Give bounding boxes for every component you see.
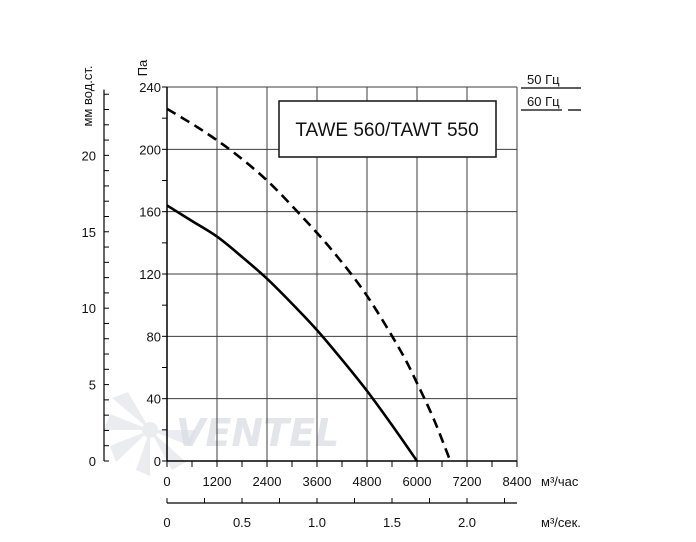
ventel-watermark: VENTEL bbox=[104, 392, 339, 476]
y-tick-label: 120 bbox=[139, 267, 161, 282]
x2-axis-label: м³/сек. bbox=[541, 515, 581, 530]
x-tick-label: 4800 bbox=[353, 474, 382, 489]
title-box: TAWE 560/TAWT 550 bbox=[278, 100, 497, 158]
chart-title: TAWE 560/TAWT 550 bbox=[295, 120, 478, 141]
y2-tick-label: 20 bbox=[82, 148, 96, 163]
y-tick-label: 240 bbox=[139, 80, 161, 95]
x-tick-label: 6000 bbox=[403, 474, 432, 489]
x2-tick-label: 0 bbox=[163, 515, 170, 530]
series-line-1 bbox=[166, 204, 419, 462]
legend-label-1: 50 Гц bbox=[527, 72, 560, 87]
y2-tick-label: 0 bbox=[89, 454, 96, 469]
x-tick-label: 0 bbox=[163, 474, 170, 489]
x2-tick-label: 2.0 bbox=[458, 515, 476, 530]
x2-tick-label: 0.5 bbox=[233, 515, 251, 530]
fan-logo-icon bbox=[104, 392, 196, 476]
y-axis-label: Па bbox=[135, 59, 150, 76]
y2-axis-label: мм вод.ст. bbox=[80, 65, 95, 126]
y-tick-label: 160 bbox=[139, 205, 161, 220]
axes bbox=[103, 86, 518, 504]
y-tick-label: 200 bbox=[139, 142, 161, 157]
y-tick-label: 80 bbox=[147, 329, 161, 344]
series-line-2 bbox=[166, 107, 452, 462]
x2-tick-label: 1.5 bbox=[383, 515, 401, 530]
x-tick-label: 1200 bbox=[203, 474, 232, 489]
curves bbox=[166, 107, 452, 462]
y2-tick-label: 5 bbox=[89, 378, 96, 393]
y2-tick-label: 10 bbox=[82, 301, 96, 316]
x-tick-label: 8400 bbox=[503, 474, 532, 489]
legend-label-2: 60 Гц bbox=[527, 94, 560, 109]
x-axis-label: м³/час bbox=[541, 474, 579, 489]
legend: 50 Гц 60 Гц bbox=[521, 72, 581, 111]
x-tick-label: 7200 bbox=[453, 474, 482, 489]
y2-tick-label: 15 bbox=[82, 225, 96, 240]
x-tick-label: 2400 bbox=[253, 474, 282, 489]
x2-tick-label: 1.0 bbox=[308, 515, 326, 530]
x-tick-label: 3600 bbox=[303, 474, 332, 489]
y-tick-label: 0 bbox=[154, 454, 161, 469]
watermark-text: VENTEL bbox=[176, 411, 339, 455]
y-tick-label: 40 bbox=[147, 392, 161, 407]
